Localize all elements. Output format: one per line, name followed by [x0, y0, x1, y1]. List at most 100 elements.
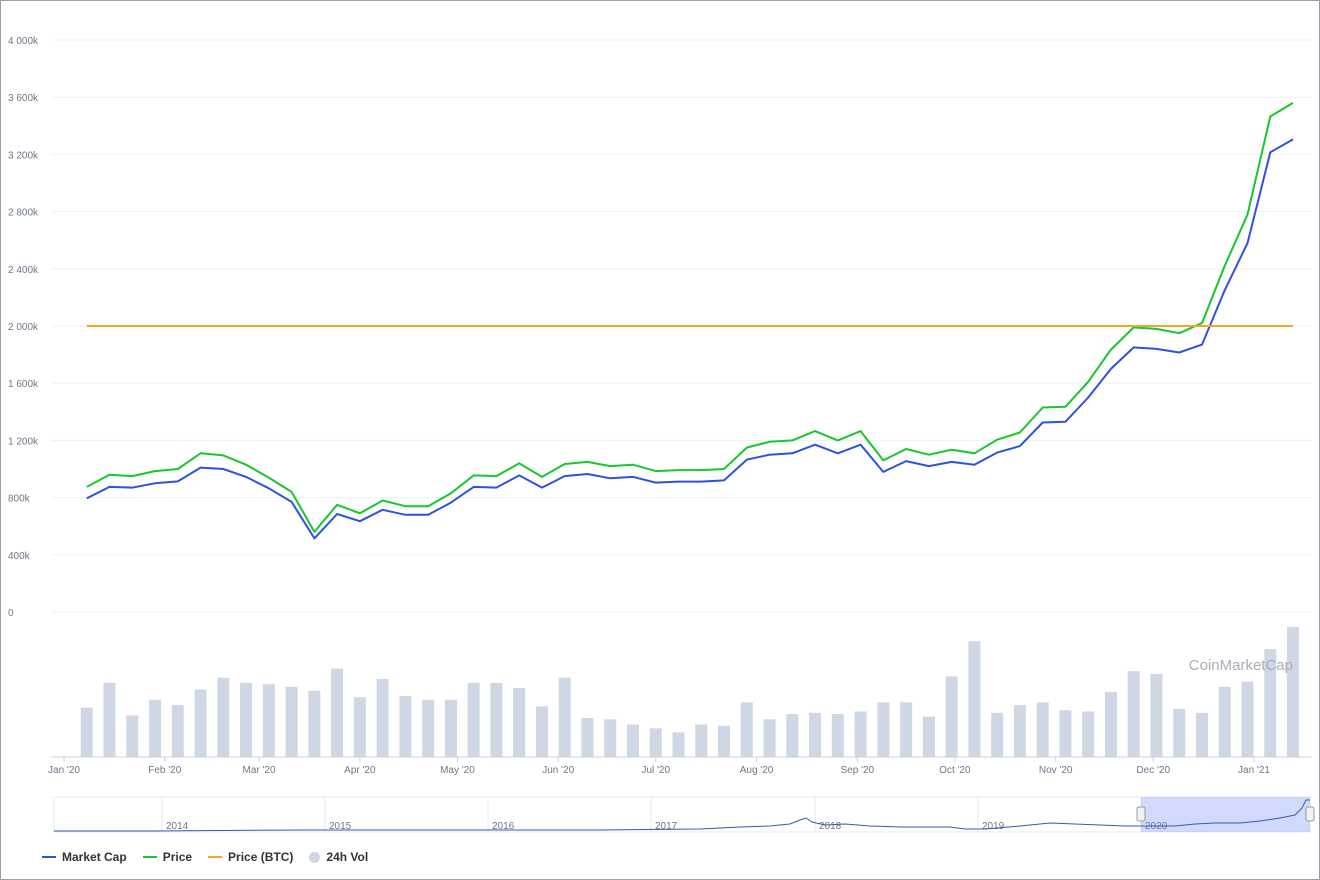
watermark: CoinMarketCap	[1189, 657, 1293, 674]
volume-bar	[1173, 708, 1186, 757]
legend-label: Market Cap	[62, 850, 127, 864]
volume-bar	[854, 711, 867, 757]
volume-bar	[331, 668, 344, 757]
x-tick-label: Nov '20	[1039, 765, 1073, 776]
y-tick-label: 4 000k	[8, 36, 39, 47]
series-line-price	[86, 102, 1294, 533]
volume-bar	[126, 715, 139, 757]
volume-bar	[308, 690, 321, 757]
navigator-selection[interactable]	[1141, 797, 1310, 832]
navigator-handle[interactable]	[1136, 806, 1146, 822]
volume-bar	[444, 699, 457, 757]
series-line-market-cap	[86, 138, 1294, 540]
x-tick-label: Mar '20	[243, 765, 276, 776]
volume-bar	[422, 699, 435, 757]
legend-label: Price (BTC)	[228, 850, 294, 864]
volume-bar	[672, 732, 685, 757]
volume-bar	[626, 724, 639, 757]
volume-bar	[80, 707, 93, 757]
volume-bar	[467, 682, 480, 757]
volume-bar	[1264, 649, 1277, 757]
navigator-year-label: 2017	[655, 821, 678, 832]
y-tick-label: 3 600k	[8, 93, 39, 104]
volume-bar	[718, 725, 731, 757]
y-tick-label: 1 200k	[8, 436, 39, 447]
volume-bar	[399, 695, 412, 757]
volume-bar	[1241, 681, 1254, 757]
volume-bar	[1150, 673, 1163, 757]
volume-bar	[240, 682, 253, 757]
navigator-trace	[54, 799, 1310, 832]
volume-bar	[809, 712, 822, 757]
x-tick-label: Jul '20	[641, 765, 670, 776]
legend-label: 24h Vol	[326, 850, 369, 864]
navigator-year-label: 2016	[492, 821, 515, 832]
volume-bar	[786, 714, 799, 757]
navigator-year-label: 2019	[982, 821, 1005, 832]
volume-bar	[1104, 692, 1117, 757]
x-tick-label: May '20	[440, 765, 475, 776]
volume-bar	[1036, 702, 1049, 757]
volume-bar	[740, 702, 753, 757]
volume-bar	[490, 682, 503, 757]
y-tick-label: 1 600k	[8, 379, 39, 390]
volume-bar	[649, 728, 662, 757]
volume-bar	[695, 724, 708, 757]
volume-bar	[831, 714, 844, 757]
x-tick-label: Jan '21	[1238, 765, 1270, 776]
y-tick-label: 800k	[8, 494, 31, 505]
x-tick-label: Feb '20	[148, 765, 181, 776]
x-tick-label: Dec '20	[1136, 765, 1170, 776]
y-tick-label: 2 400k	[8, 265, 39, 276]
y-tick-label: 3 200k	[8, 150, 39, 161]
volume-bar	[262, 684, 275, 757]
volume-bar	[285, 686, 298, 757]
x-tick-label: Sep '20	[841, 765, 875, 776]
navigator-handle[interactable]	[1305, 806, 1315, 822]
x-tick-label: Apr '20	[344, 765, 376, 776]
volume-bar	[217, 677, 230, 757]
volume-bar	[968, 641, 981, 757]
chart-legend: Market Cap Price Price (BTC) 24h Vol	[42, 850, 368, 864]
navigator-year-label: 2018	[819, 821, 842, 832]
legend-item-market-cap[interactable]: Market Cap	[42, 850, 127, 864]
volume-bar	[1059, 710, 1072, 757]
volume-bar	[353, 697, 366, 757]
volume-bar	[171, 705, 184, 757]
volume-bar	[558, 677, 571, 757]
volume-bar	[1195, 712, 1208, 757]
volume-bar	[1127, 671, 1140, 757]
volume-bar	[991, 712, 1004, 757]
volume-bar	[194, 689, 207, 757]
navigator-year-label: 2014	[166, 821, 189, 832]
volume-dot-icon	[309, 851, 321, 863]
volume-bar	[763, 719, 776, 757]
legend-label: Price	[162, 850, 193, 864]
legend-item-price[interactable]: Price	[142, 850, 193, 864]
market-cap-line-icon	[42, 856, 56, 858]
y-tick-label: 400k	[8, 551, 31, 562]
volume-bar	[945, 676, 958, 757]
volume-bar	[103, 682, 116, 757]
navigator-year-label: 2015	[329, 821, 352, 832]
navigator-box	[53, 796, 1311, 833]
volume-bar	[1082, 711, 1095, 757]
volume-bar	[1218, 686, 1231, 757]
volume-bar	[877, 702, 890, 757]
legend-item-price-btc[interactable]: Price (BTC)	[208, 850, 293, 864]
x-tick-label: Oct '20	[939, 765, 971, 776]
volume-bar	[922, 716, 935, 757]
volume-bar	[604, 719, 617, 757]
volume-bar	[149, 699, 162, 757]
price-btc-line-icon	[208, 856, 223, 858]
y-tick-label: 0	[8, 608, 14, 619]
volume-bar	[1287, 627, 1300, 757]
price-line-icon	[142, 856, 157, 858]
x-tick-label: Jan '20	[48, 765, 80, 776]
legend-item-24h-vol[interactable]: 24h Vol	[309, 850, 368, 864]
y-tick-label: 2 000k	[8, 322, 39, 333]
x-tick-label: Aug '20	[740, 765, 774, 776]
volume-bar	[900, 702, 913, 757]
y-tick-label: 2 800k	[8, 208, 39, 219]
